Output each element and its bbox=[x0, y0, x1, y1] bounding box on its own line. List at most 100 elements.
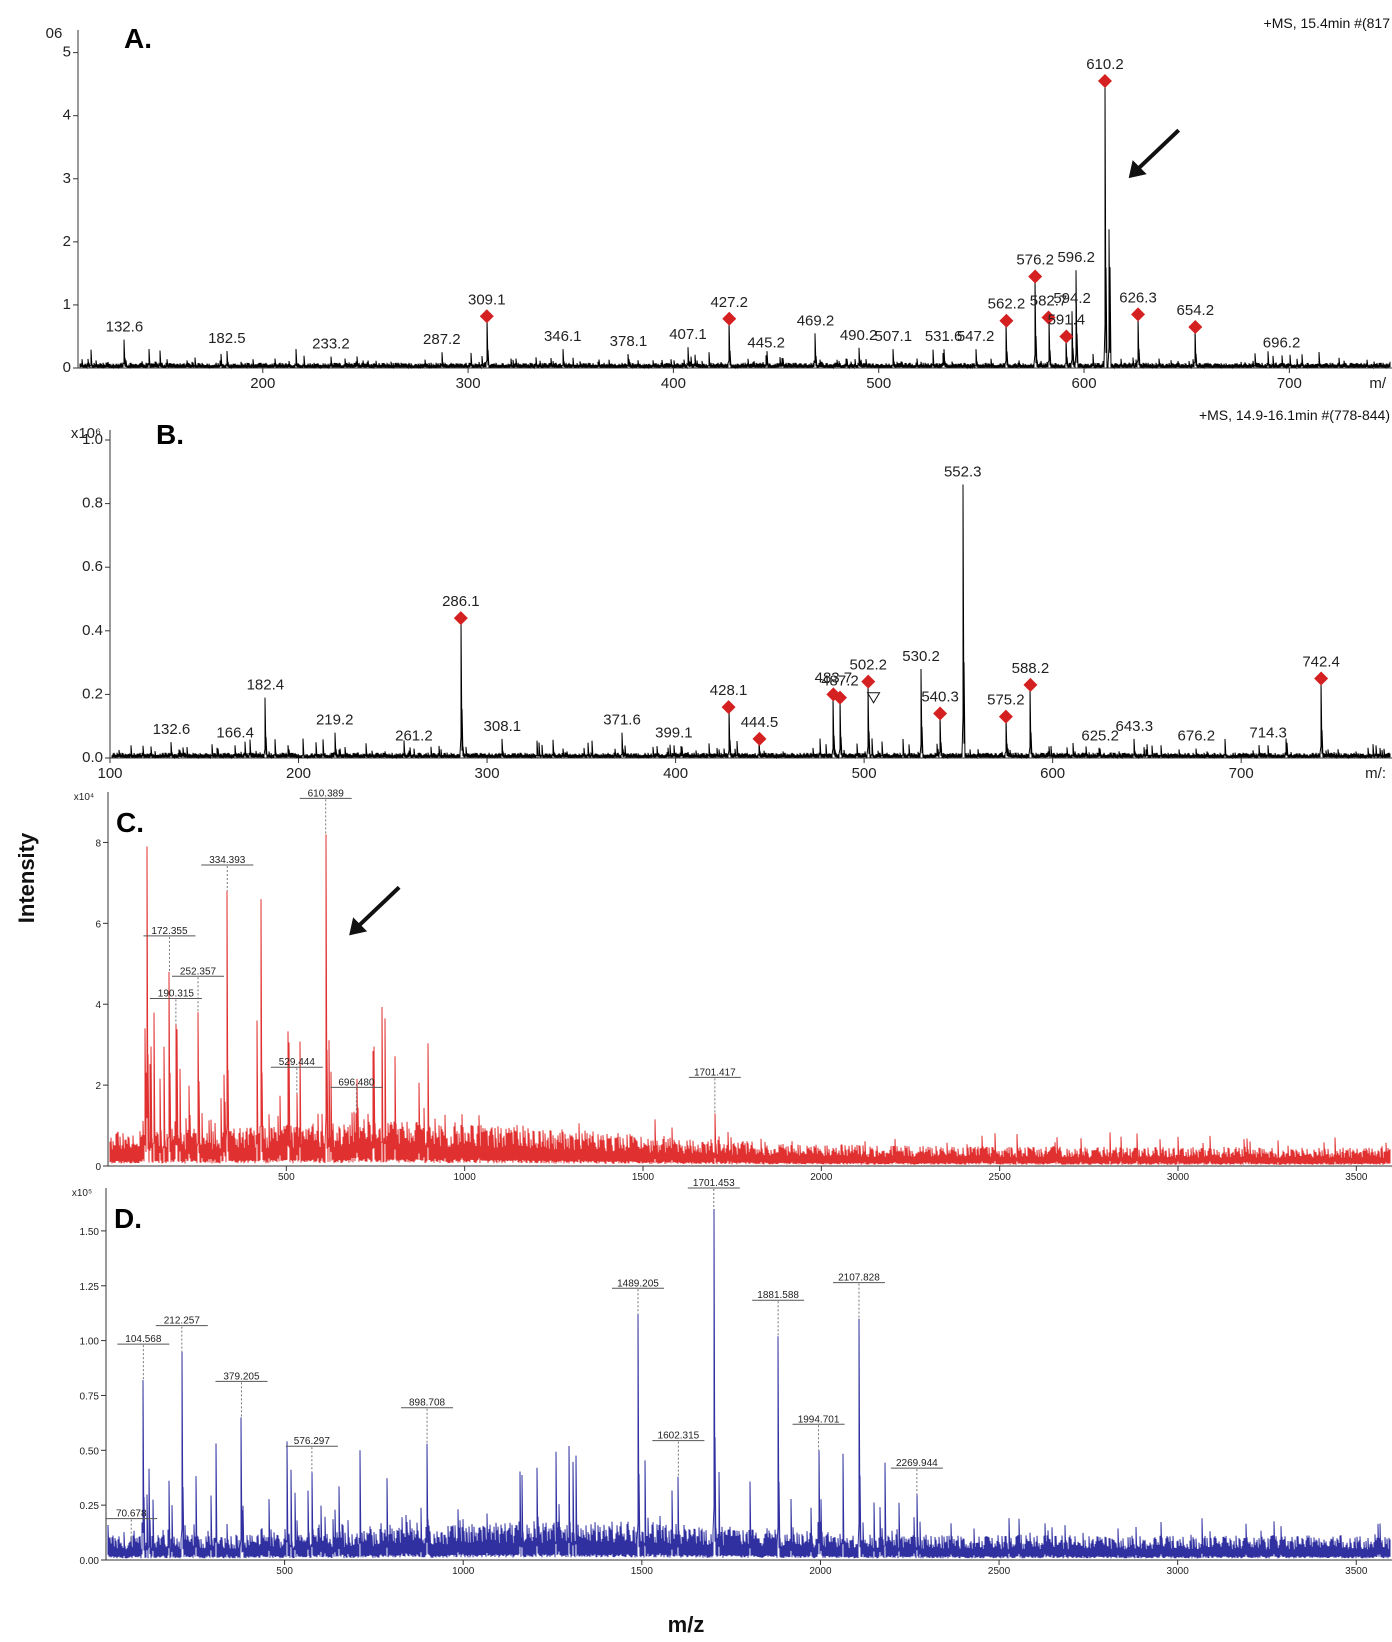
x-tick-label: 3000 bbox=[1167, 1172, 1190, 1183]
y-multiplier: x10⁵ bbox=[72, 1188, 92, 1199]
peak-label: 1881.588 bbox=[757, 1290, 799, 1301]
peak-label: 70.678 bbox=[116, 1509, 147, 1520]
y-tick-label: 8 bbox=[95, 838, 101, 849]
peak-label: 626.3 bbox=[1119, 289, 1157, 306]
triangle-marker bbox=[866, 692, 881, 704]
x-tick-label: 700 bbox=[1277, 375, 1302, 392]
x-tick-label: 2500 bbox=[989, 1172, 1012, 1183]
peak-marker bbox=[861, 674, 876, 689]
x-unit-label: m/ bbox=[1369, 375, 1386, 392]
peak-label: 898.708 bbox=[409, 1398, 446, 1409]
peak-marker bbox=[453, 611, 468, 626]
x-tick-label: 2000 bbox=[809, 1566, 832, 1577]
spectrum-panel-4: 0.00 0.25 0.50 0.75 1.00 1.25 1.50 500 1000 1500 2… bbox=[72, 1178, 1392, 1577]
peak-marker bbox=[998, 709, 1013, 724]
x-tick-label: 400 bbox=[663, 765, 688, 782]
peak-label: 483.7 bbox=[815, 669, 853, 686]
peak-marker bbox=[752, 731, 767, 746]
y-tick-label: 0.0 bbox=[82, 749, 103, 766]
peak-label: 610.389 bbox=[308, 788, 345, 799]
y-tick-label: 0.6 bbox=[82, 558, 103, 575]
peak-label: 562.2 bbox=[988, 296, 1026, 313]
peak-label: 286.1 bbox=[442, 593, 480, 610]
peak-label: 427.2 bbox=[710, 294, 748, 311]
peak-label: 576.2 bbox=[1016, 252, 1054, 269]
peak-marker bbox=[1028, 269, 1043, 284]
y-tick-label: 1.0 bbox=[82, 431, 103, 448]
x-tick-label: 1500 bbox=[632, 1172, 655, 1183]
arrow-head bbox=[349, 917, 368, 936]
peak-label: 1602.315 bbox=[658, 1431, 700, 1442]
y-tick-label: 0.50 bbox=[80, 1446, 100, 1457]
x-tick-label: 2000 bbox=[810, 1172, 833, 1183]
peak-marker bbox=[721, 700, 736, 715]
x-tick-label: 300 bbox=[475, 765, 500, 782]
peak-marker bbox=[1188, 320, 1203, 334]
acquisition-header: +MS, 15.4min #(817 bbox=[1264, 15, 1391, 31]
x-tick-label: 500 bbox=[276, 1566, 293, 1577]
peak-label: 166.4 bbox=[216, 724, 254, 741]
x-tick-label: 2500 bbox=[988, 1566, 1011, 1577]
y-tick-label: 1.25 bbox=[80, 1282, 100, 1293]
peak-label: 219.2 bbox=[316, 712, 354, 729]
x-tick-label: 100 bbox=[97, 765, 122, 782]
peak-label: 371.6 bbox=[603, 712, 641, 729]
peak-label: 445.2 bbox=[747, 334, 785, 351]
peak-marker bbox=[1097, 74, 1112, 88]
y-tick-label: 5 bbox=[63, 44, 71, 61]
peak-label: 172.355 bbox=[151, 926, 188, 937]
peak-label: 530.2 bbox=[902, 648, 940, 665]
x-tick-label: 3500 bbox=[1345, 1566, 1368, 1577]
x-tick-label: 500 bbox=[852, 765, 877, 782]
x-tick-label: 3000 bbox=[1167, 1566, 1190, 1577]
x-tick-label: 200 bbox=[250, 375, 275, 392]
peak-marker bbox=[1041, 310, 1056, 325]
x-tick-label: 500 bbox=[278, 1172, 295, 1183]
peak-label: 1994.701 bbox=[798, 1414, 840, 1425]
peak-label: 407.1 bbox=[669, 326, 707, 343]
peak-label: 261.2 bbox=[395, 727, 433, 744]
peak-label: 212.257 bbox=[164, 1316, 201, 1327]
spectrum-trace bbox=[111, 484, 1391, 760]
peak-marker bbox=[933, 706, 948, 721]
y-tick-label: 2 bbox=[63, 233, 71, 250]
spectrum-panel-2: 0.0 0.2 0.4 0.6 0.8 1.0 100 200 300 400 500 600 700 m… bbox=[71, 407, 1392, 782]
y-tick-label: 0.8 bbox=[82, 495, 103, 512]
x-tick-label: 200 bbox=[286, 765, 311, 782]
y-tick-label: 4 bbox=[63, 107, 71, 124]
peak-label: 625.2 bbox=[1081, 727, 1119, 744]
y-tick-label: 0.75 bbox=[80, 1391, 100, 1402]
peak-label: 334.393 bbox=[209, 855, 246, 866]
acquisition-header: +MS, 14.9-16.1min #(778-844) bbox=[1199, 407, 1390, 423]
peak-label: 547.2 bbox=[957, 328, 995, 345]
peak-label: 469.2 bbox=[797, 312, 835, 329]
y-tick-label: 0 bbox=[63, 359, 71, 376]
y-multiplier: x10⁶ bbox=[71, 425, 101, 442]
y-tick-label: 1.50 bbox=[80, 1227, 100, 1238]
peak-marker bbox=[1023, 677, 1038, 692]
peak-label: 182.4 bbox=[247, 677, 285, 694]
x-unit-label: m/: bbox=[1365, 765, 1386, 782]
spectrum-panel-3: 0 2 4 6 8 500 1000 1500 2000 2500 3000 3500 x10⁴ C. 17… bbox=[74, 788, 1392, 1183]
x-tick-label: 600 bbox=[1072, 375, 1097, 392]
panel-letter: D. bbox=[114, 1203, 142, 1234]
arrow-shaft bbox=[355, 885, 401, 929]
peak-label: 654.2 bbox=[1177, 302, 1215, 319]
peak-label: 1701.453 bbox=[693, 1178, 735, 1189]
panel-letter: B. bbox=[156, 419, 184, 450]
panel-letter: C. bbox=[116, 807, 144, 838]
peak-label: 594.2 bbox=[1053, 290, 1091, 307]
spectrum-panel-1: 0 1 2 3 4 5 200 300 400 500 600 700 m/06 A. +MS, 15.4m… bbox=[46, 15, 1392, 392]
peak-label: 233.2 bbox=[312, 336, 350, 353]
y-tick-label: 1 bbox=[63, 296, 71, 313]
peak-marker bbox=[722, 311, 737, 326]
peak-label: 591.4 bbox=[1048, 311, 1086, 328]
peak-marker bbox=[1131, 307, 1146, 322]
peak-label: 104.568 bbox=[125, 1334, 162, 1345]
peak-label: 287.2 bbox=[423, 331, 461, 348]
peak-label: 346.1 bbox=[544, 328, 582, 345]
peak-label: 529.444 bbox=[279, 1057, 316, 1068]
peak-label: 507.1 bbox=[875, 328, 913, 345]
y-tick-label: 4 bbox=[95, 1000, 101, 1011]
